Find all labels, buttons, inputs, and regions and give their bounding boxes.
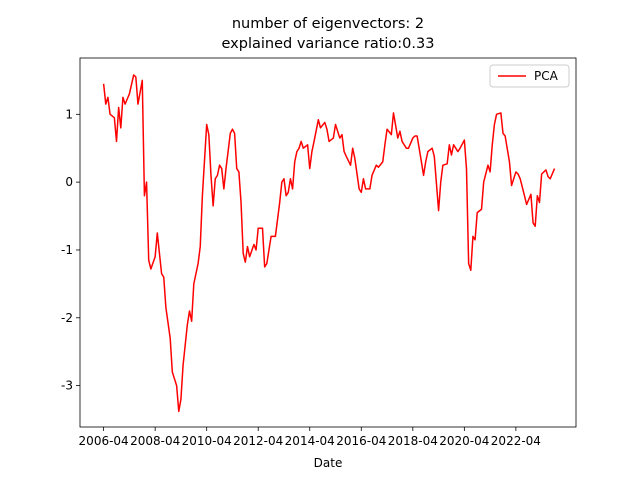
data-line [102, 74, 556, 413]
legend-label: PCA [534, 69, 559, 83]
x-tick-label: 2016-04 [336, 434, 386, 448]
legend-box [489, 64, 570, 88]
x-tick-label: 2020-04 [439, 434, 489, 448]
chart-subtitle: explained variance ratio:0.33 [222, 36, 435, 52]
x-tick-label: 2018-04 [388, 434, 438, 448]
x-axis-label: Date [314, 456, 343, 470]
x-tick-label: 2008-04 [130, 434, 180, 448]
axes-frame [79, 57, 577, 428]
legend: PCA [489, 64, 570, 88]
y-tick-label: 1 [65, 107, 73, 121]
x-tick-label: 2022-04 [491, 434, 541, 448]
x-tick-label: 2014-04 [285, 434, 335, 448]
x-tick-label: 2010-04 [182, 434, 232, 448]
chart-title: number of eigenvectors: 2 [232, 16, 424, 32]
y-tick-label: 0 [65, 175, 73, 189]
y-tick-label: -3 [61, 379, 73, 393]
y-tick-label: -2 [61, 311, 73, 325]
y-tick-label: -1 [61, 243, 73, 257]
x-tick-label: 2012-04 [233, 434, 283, 448]
x-tick-label: 2006-04 [79, 434, 129, 448]
